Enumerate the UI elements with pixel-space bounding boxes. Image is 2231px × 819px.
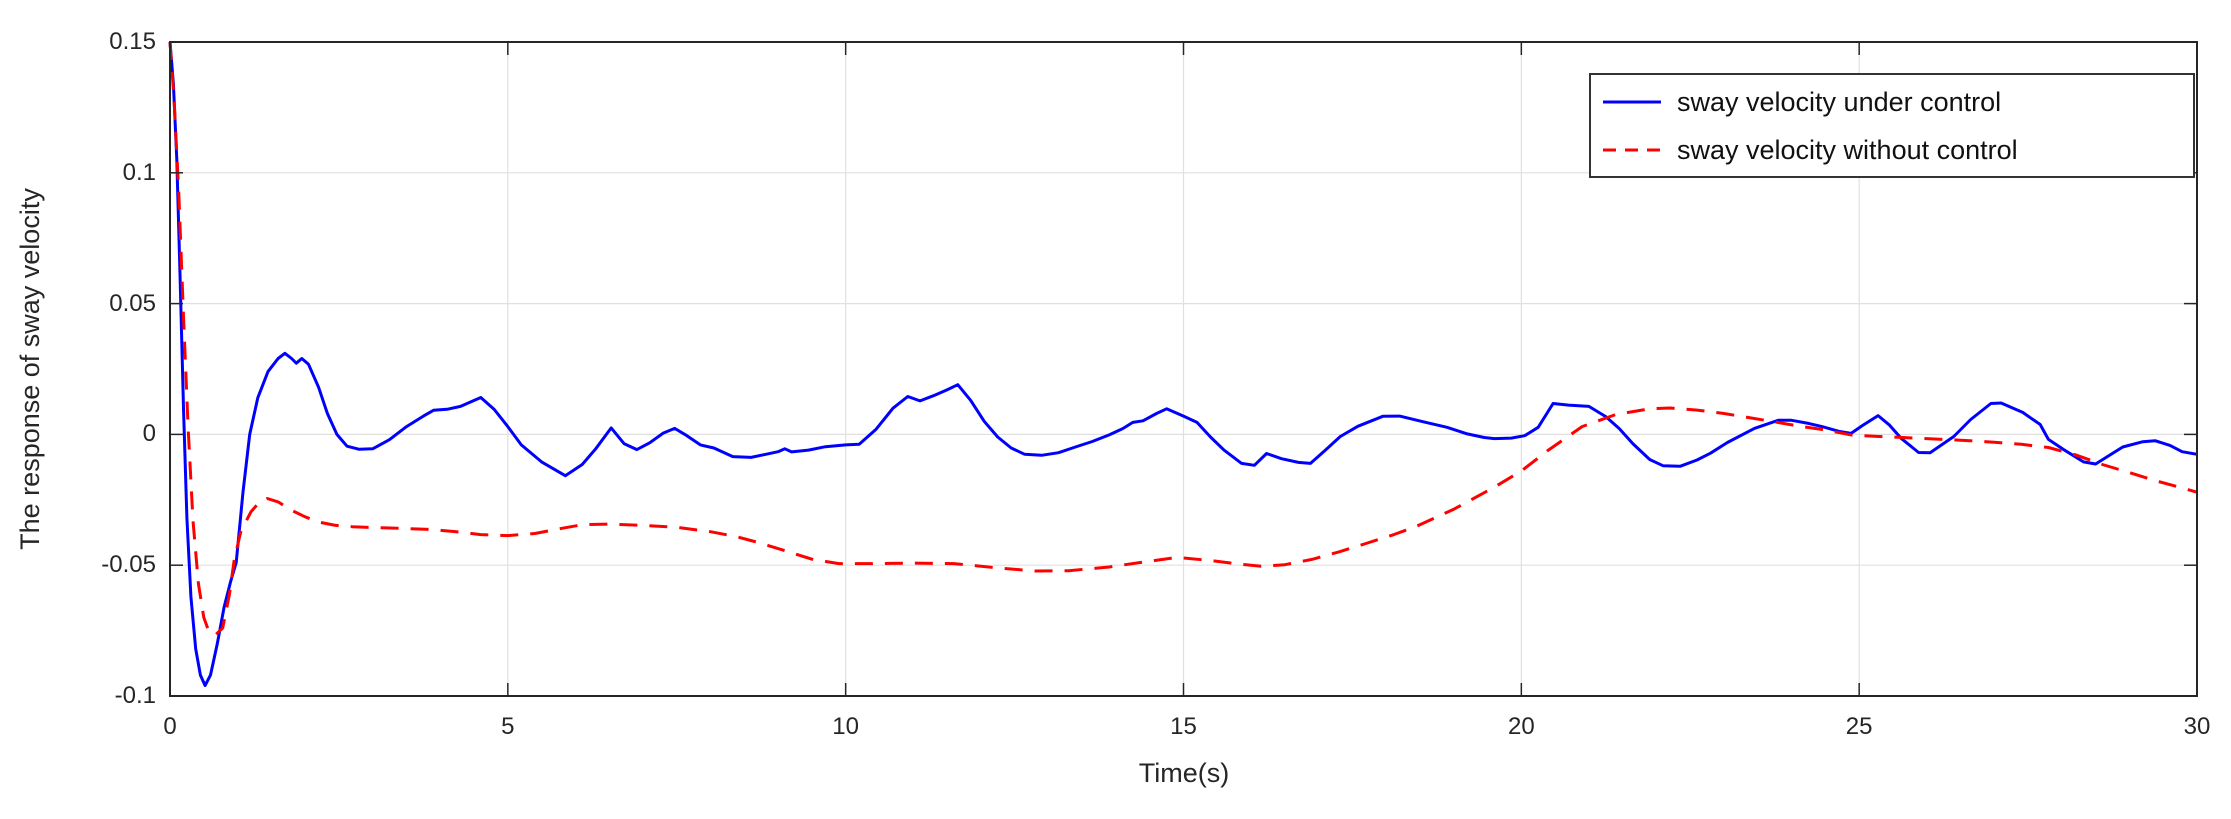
series-line-without-control [168,41,2198,636]
x-tick-label: 10 [832,713,859,740]
y-tick-label: -0.1 [114,682,156,709]
legend-entry-under-control: sway velocity under control [1591,78,2193,126]
y-tick-label: 0.05 [109,289,156,317]
x-axis-title: Time(s) [1138,758,1230,788]
legend: sway velocity under control sway velocit… [1589,73,2195,178]
x-tick-label: 25 [1845,713,1873,740]
legend-line-sample-dashed [1603,148,1661,152]
series-line-under-control [168,41,2198,687]
x-tick-label: 0 [163,713,177,740]
y-tick-label: 0.15 [109,28,156,55]
y-tick-label: 0.1 [122,158,156,186]
legend-label: sway velocity under control [1677,86,2002,117]
x-tick-label: 5 [501,713,515,740]
y-tick-label: -0.05 [101,551,156,579]
legend-entry-without-control: sway velocity without control [1591,126,2193,174]
x-tick-label: 20 [1507,713,1535,740]
y-axis-title: The response of sway velocity [15,188,45,550]
x-tick-label: 15 [1170,713,1197,740]
legend-label: sway velocity without control [1677,134,2018,165]
legend-line-sample-solid [1603,100,1661,104]
x-tick-label: 30 [2183,713,2211,740]
y-tick-label: 0 [142,420,156,448]
